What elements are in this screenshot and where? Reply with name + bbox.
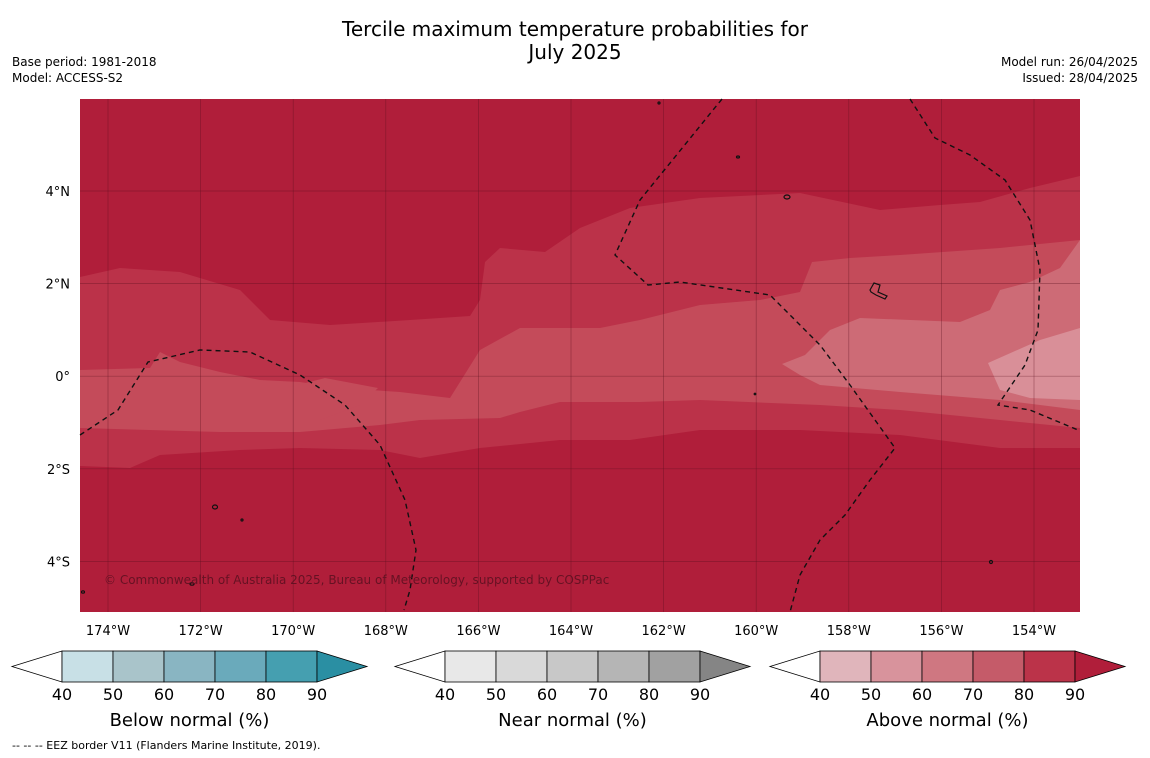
lon-tick-label: 172°W <box>179 624 223 639</box>
latitude-labels: 4°N 2°N 0° 2°S 4°S <box>46 185 71 570</box>
copyright-credit: © Commonwealth of Australia 2025, Bureau… <box>104 573 609 587</box>
colorbar-right-extension <box>316 650 369 683</box>
colorbar-tick-label: 60 <box>154 685 174 704</box>
lon-tick-label: 160°W <box>734 624 778 639</box>
chart-title: Tercile maximum temperature probabilitie… <box>0 18 1150 64</box>
colorbar-segment <box>546 650 599 683</box>
island <box>988 559 994 565</box>
colorbar-title: Above normal (%) <box>866 710 1028 731</box>
meta-right: Model run: 26/04/2025 Issued: 28/04/2025 <box>1001 54 1138 86</box>
island <box>211 504 219 510</box>
lon-tick-label: 174°W <box>86 624 130 639</box>
eez-borders <box>79 98 1079 613</box>
lon-tick-label: 166°W <box>456 624 500 639</box>
eez-border-east <box>909 98 1079 431</box>
island <box>80 590 86 594</box>
eez-border-central <box>614 98 896 613</box>
map-panel: © Commonwealth of Australia 2025, Bureau… <box>79 98 1080 613</box>
colorbar-title: Below normal (%) <box>110 710 270 731</box>
colorbar-tick-label: 70 <box>963 685 983 704</box>
lon-tick-label: 170°W <box>271 624 315 639</box>
island <box>189 582 195 586</box>
colorbar: 40 50 60 70 80 90 Near normal (%) <box>393 650 752 731</box>
colorbar-segment <box>163 650 216 683</box>
lat-tick-label: 4°S <box>47 555 70 570</box>
colorbar-tick-label: 80 <box>256 685 276 704</box>
colorbar-segment <box>1023 650 1076 683</box>
colorbar-segment <box>495 650 548 683</box>
lat-tick-label: 2°S <box>47 463 70 478</box>
colorbar-title: Near normal (%) <box>498 710 647 731</box>
island <box>240 518 244 522</box>
colorbar-tick-label: 40 <box>810 685 830 704</box>
colorbar-tick-label: 90 <box>307 685 327 704</box>
colorbar-segment <box>112 650 165 683</box>
colorbar-tick-label: 80 <box>639 685 659 704</box>
lon-tick-label: 164°W <box>549 624 593 639</box>
lat-tick-label: 4°N <box>46 185 71 200</box>
colorbar-right-extension <box>699 650 752 683</box>
colorbar-segment <box>921 650 974 683</box>
colorbar-tick-label: 90 <box>690 685 710 704</box>
meta-left: Base period: 1981-2018 Model: ACCESS-S2 <box>12 54 157 86</box>
island <box>753 392 757 396</box>
above-50-region <box>988 328 1080 400</box>
colorbar-segment <box>819 650 872 683</box>
colorbar-right-extension <box>1074 650 1127 683</box>
colorbar-tick-label: 90 <box>1065 685 1085 704</box>
island <box>657 101 661 105</box>
colorbar-segment <box>597 650 650 683</box>
colorbar-tick-label: 70 <box>588 685 608 704</box>
title-line-1: Tercile maximum temperature probabilitie… <box>342 17 808 41</box>
lon-tick-label: 158°W <box>827 624 871 639</box>
island <box>783 194 791 200</box>
colorbar: 40 50 60 70 80 90 Above normal (%) <box>768 650 1127 731</box>
colorbar-tick-label: 40 <box>52 685 72 704</box>
lat-tick-label: 0° <box>55 370 70 385</box>
colorbar-segment <box>265 650 318 683</box>
island <box>735 155 741 159</box>
colorbar-tick-label: 60 <box>912 685 932 704</box>
island <box>869 282 888 300</box>
lon-tick-label: 154°W <box>1012 624 1056 639</box>
eez-footnote: -- -- -- EEZ border V11 (Flanders Marine… <box>12 739 321 752</box>
issued-date: Issued: 28/04/2025 <box>1022 71 1138 85</box>
colorbar-tick-label: 50 <box>861 685 881 704</box>
lon-tick-label: 162°W <box>642 624 686 639</box>
title-line-2: July 2025 <box>528 40 622 64</box>
colorbar-segment <box>870 650 923 683</box>
colorbar-tick-label: 50 <box>486 685 506 704</box>
colorbar-segment <box>648 650 701 683</box>
above-70-island-region <box>290 378 378 420</box>
colorbar-tick-label: 40 <box>435 685 455 704</box>
colorbar-left-extension <box>10 650 63 683</box>
colorbar-segment <box>214 650 267 683</box>
colorbars: 40 50 60 70 80 90 Below normal (%) 40 50 60 70 80 90… <box>10 650 1127 731</box>
colorbar-tick-label: 60 <box>537 685 557 704</box>
colorbar-left-extension <box>393 650 446 683</box>
colorbar-tick-label: 50 <box>103 685 123 704</box>
colorbar: 40 50 60 70 80 90 Below normal (%) <box>10 650 369 731</box>
colorbar-segment <box>972 650 1025 683</box>
colorbar-segment <box>61 650 114 683</box>
model-run-date: Model run: 26/04/2025 <box>1000 55 1138 69</box>
islands <box>80 101 994 594</box>
lon-tick-label: 156°W <box>919 624 963 639</box>
lat-tick-label: 2°N <box>46 278 71 293</box>
colorbar-tick-label: 80 <box>1014 685 1034 704</box>
colorbar-tick-label: 70 <box>205 685 225 704</box>
colorbar-segment <box>444 650 497 683</box>
model-name: Model: ACCESS-S2 <box>12 71 124 85</box>
longitude-labels: 174°W 172°W 170°W 168°W 166°W 164°W 162°W 160°W… <box>86 624 1056 639</box>
colorbar-left-extension <box>768 650 821 683</box>
base-period: Base period: 1981-2018 <box>12 55 157 69</box>
graticule <box>80 99 1080 612</box>
eez-border-west <box>79 349 417 611</box>
lon-tick-label: 168°W <box>364 624 408 639</box>
